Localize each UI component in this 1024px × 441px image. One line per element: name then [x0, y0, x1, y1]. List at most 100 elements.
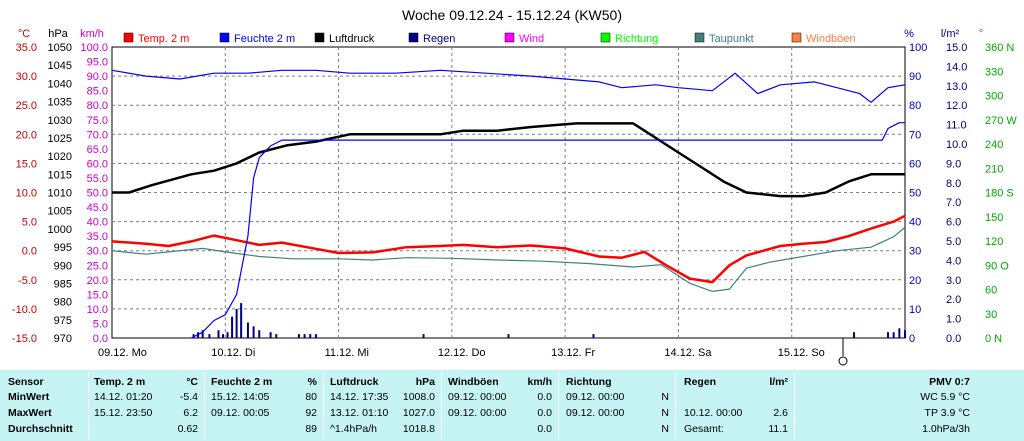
wind-tick-label: 85.0	[87, 86, 108, 98]
temp-unit: °C	[186, 376, 198, 388]
temp-min-value: -5.4	[179, 391, 198, 403]
feuchte-min-time: 15.12. 14:05	[211, 391, 270, 403]
pressure-tick-label: 990	[54, 260, 72, 272]
regen-total-value: 11.1	[768, 423, 788, 435]
rain-bar	[208, 334, 211, 338]
rain-bar	[226, 332, 229, 338]
direction-tick-label: 210	[985, 163, 1003, 175]
rain-tick-label: 7.0	[946, 197, 961, 209]
richtung-header: Richtung	[566, 376, 612, 388]
feuchte-max-value: 92	[305, 407, 317, 419]
rain-tick-label: 11.0	[946, 120, 967, 132]
wind-tick-label: 65.0	[87, 144, 108, 156]
stats-col-luftdruck: Luftdruck hPa 14.12. 17:35 1008.0 13.12.…	[324, 370, 441, 441]
rain-tick-label: 12.0	[946, 100, 967, 112]
legend-swatch	[791, 32, 802, 43]
rain-bar	[275, 334, 278, 338]
rain-bar	[192, 334, 195, 338]
x-tick-label: 14.12. Sa	[664, 347, 712, 359]
humidity-tick-label: 30	[909, 246, 921, 258]
windboeen-avg-value: 0.0	[537, 423, 552, 435]
rain-bar	[297, 334, 300, 338]
legend-swatch	[123, 32, 134, 43]
stats-separator	[794, 372, 795, 440]
direction-tick-label: 360 N	[985, 42, 1014, 54]
temp-max-time: 15.12. 23:50	[94, 407, 153, 419]
wind-tick-label: 95.0	[87, 57, 108, 69]
x-tick-label: 13.12. Fr	[551, 347, 595, 359]
legend-swatch	[314, 32, 325, 43]
stats-col-richtung: Richtung 09.12. 00:00 N 09.12. 00:00 N N	[559, 370, 675, 441]
chart-legend: Temp. 2 m Feuchte 2 m Luftdruck Regen Wind Ri…	[123, 32, 856, 45]
stats-col-temp: Temp. 2 m °C 14.12. 01:20 -5.4 15.12. 23…	[89, 370, 204, 441]
temp-tick-label: 0.0	[22, 246, 37, 258]
temp-min-time: 14.12. 01:20	[94, 391, 153, 403]
temp-header: Temp. 2 m	[94, 376, 146, 388]
pressure-tick-label: 985	[54, 278, 72, 290]
humidity-tick-label: 40	[909, 217, 921, 229]
temp-tick-label: 15.0	[16, 158, 37, 170]
rain-bar	[231, 316, 234, 338]
wind-tick-label: 20.0	[87, 275, 108, 287]
x-axis-labels: 09.12. Mo 10.12. Di 11.12. Mi 12.12. Do 13.1…	[98, 347, 825, 359]
feuchte-avg-value: 89	[305, 423, 317, 435]
wind-tick-label: 90.0	[87, 71, 108, 83]
temp-avg-value: 0.62	[177, 423, 198, 435]
temp-axis-unit: °C	[18, 28, 30, 40]
humidity-tick-label: 70	[909, 129, 921, 141]
luftdruck-trend: ^1.4hPa/h	[330, 423, 377, 435]
luftdruck-max-value: 1027.0	[402, 407, 435, 419]
temp-tick-label: 35.0	[16, 42, 37, 54]
rain-bar	[507, 334, 510, 338]
rain-bar	[314, 334, 317, 338]
stats-col-windboeen: Windböen km/h 09.12. 00:00 0.0 09.12. 00…	[442, 370, 558, 441]
regen-unit: l/m²	[769, 376, 788, 388]
rain-bar	[235, 308, 238, 338]
legend-label: Taupunkt	[709, 33, 754, 45]
stats-separator	[675, 372, 676, 440]
stats-col-regen: Regen l/m² 10.12. 00:00 2.6 Gesamt: 11.1	[676, 370, 794, 441]
humidity-tick-label: 10	[909, 304, 921, 316]
direction-tick-label: 30	[985, 309, 997, 321]
regen-header: Regen	[684, 376, 717, 388]
current-time-marker	[838, 338, 848, 366]
sensor-header: Sensor	[8, 376, 44, 388]
rain-bar	[222, 334, 225, 338]
windboeen-header: Windböen	[448, 376, 499, 388]
luftdruck-avg-value: 1018.8	[402, 423, 435, 435]
row-label-min: MinWert	[8, 391, 50, 403]
luftdruck-unit: hPa	[415, 376, 435, 388]
rain-tick-label: 10.0	[946, 139, 967, 151]
rain-bar	[258, 330, 261, 338]
direction-tick-label: 180 S	[985, 188, 1014, 200]
pressure-tick-label: 995	[54, 242, 72, 254]
rain-bar	[303, 334, 306, 338]
feuchte-max-time: 09.12. 00:05	[211, 407, 270, 419]
direction-tick-label: 150	[985, 212, 1003, 224]
legend-label: Luftdruck	[329, 33, 375, 45]
wind-tick-label: 10.0	[87, 304, 108, 316]
pressure-tick-label: 980	[54, 297, 72, 309]
temp-tick-label: 5.0	[22, 217, 37, 229]
series-line-feuchte-2-m	[111, 69, 906, 103]
pressure-tick-label: 1035	[48, 97, 72, 109]
row-label-max: MaxWert	[8, 407, 52, 419]
luftdruck-min-time: 14.12. 17:35	[330, 391, 389, 403]
row-label-avg: Durchschnitt	[8, 423, 73, 435]
legend-label: Feuchte 2 m	[234, 33, 295, 45]
stats-separator	[441, 372, 442, 440]
legend-label: Richtung	[615, 33, 658, 45]
humidity-tick-label: 100	[909, 42, 927, 54]
wind-tick-label: 0.0	[93, 333, 108, 345]
x-tick-label: 10.12. Di	[211, 347, 255, 359]
direction-tick-label: 60	[985, 285, 997, 297]
pressure-tick-label: 1015	[48, 169, 72, 181]
direction-tick-label: 330	[985, 66, 1003, 78]
pmv-header: PMV 0:7	[929, 376, 970, 388]
pressure-tick-label: 1045	[48, 60, 72, 72]
wind-tick-label: 30.0	[87, 246, 108, 258]
series-line-luftdruck	[112, 122, 905, 198]
temp-tick-label: -15.0	[12, 333, 37, 345]
humidity-tick-label: 90	[909, 71, 921, 83]
weather-chart: Woche 09.12.24 - 15.12.24 (KW50) °C hPa …	[12, 7, 1017, 366]
